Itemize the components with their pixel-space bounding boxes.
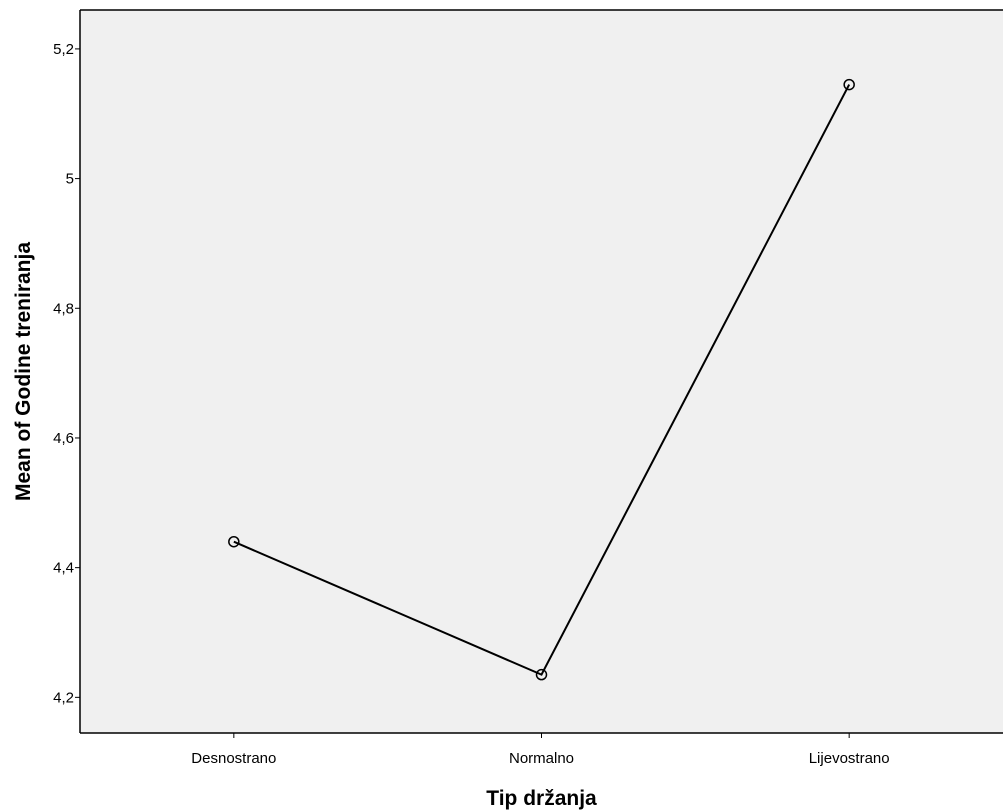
y-tick-label: 5 <box>66 171 74 188</box>
x-axis-title: Tip držanja <box>486 787 597 810</box>
y-axis-title: Mean of Godine treniranja <box>12 242 35 501</box>
y-axis-ticks: 4,2 4,4 4,6 4,8 5 5,2 <box>53 41 80 706</box>
y-tick-label: 4,4 <box>53 560 74 577</box>
x-tick-label: Lijevostrano <box>809 750 890 767</box>
y-tick-label: 4,8 <box>53 300 74 317</box>
x-tick-label: Desnostrano <box>191 750 276 767</box>
x-tick-label: Normalno <box>509 750 574 767</box>
plot-area <box>80 10 1003 733</box>
y-tick-label: 5,2 <box>53 41 74 58</box>
y-tick-label: 4,6 <box>53 430 74 447</box>
x-axis-ticks: Desnostrano Normalno Lijevostrano <box>191 733 889 767</box>
y-tick-label: 4,2 <box>53 689 74 706</box>
